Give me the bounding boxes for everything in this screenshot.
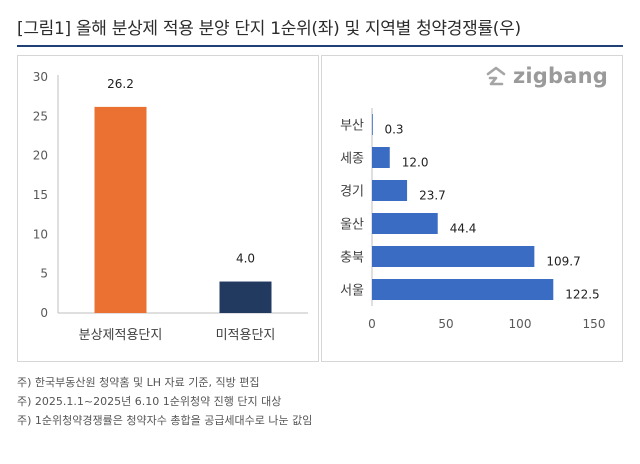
x-tick-label: 150 — [583, 317, 606, 331]
data-label: 26.2 — [107, 77, 134, 91]
y-tick-label: 서울 — [340, 284, 364, 299]
zigbang-logo-icon — [486, 66, 506, 86]
bar — [372, 279, 554, 300]
y-tick-label: 세종 — [340, 152, 364, 167]
y-tick-label: 20 — [33, 149, 48, 163]
watermark-text: zigbang — [512, 64, 608, 88]
data-label: 0.3 — [384, 123, 403, 137]
data-label: 12.0 — [402, 156, 429, 170]
right-bar-chart: 0 50 100 150 부산 0.3 세종 12.0 경기 23.7 울산 44.4 충북 109.7 서… — [340, 108, 606, 331]
left-chart-panel: 0 5 10 15 20 25 30 26.2 분상제적용단지 4.0 미적용단지 — [17, 55, 319, 362]
y-tick-label: 경기 — [340, 185, 364, 200]
left-bar-chart: 0 5 10 15 20 25 30 26.2 분상제적용단지 4.0 미적용단지 — [33, 70, 308, 343]
y-tick-label: 울산 — [340, 218, 364, 233]
data-label: 44.4 — [450, 222, 477, 236]
y-tick-label: 5 — [40, 267, 48, 281]
x-tick-label: 50 — [438, 317, 453, 331]
bar — [372, 114, 373, 135]
title-rule — [17, 45, 623, 47]
y-tick-label: 10 — [33, 227, 48, 241]
footnote: 주) 한국부동산원 청약홈 및 LH 자료 기준, 직방 편집 — [17, 376, 260, 389]
bar — [372, 180, 408, 201]
bar — [94, 106, 147, 313]
y-tick-label: 충북 — [340, 251, 364, 266]
bar — [219, 281, 272, 313]
zigbang-watermark: zigbang — [485, 64, 608, 88]
footnotes: 주) 한국부동산원 청약홈 및 LH 자료 기준, 직방 편집 주) 2025.… — [17, 373, 623, 430]
x-tick-label: 미적용단지 — [216, 328, 276, 343]
x-tick-label: 100 — [509, 317, 532, 331]
data-label: 23.7 — [419, 189, 446, 203]
y-tick-label: 0 — [40, 306, 48, 320]
x-tick-label: 0 — [368, 317, 376, 331]
footnote: 주) 1순위청약경쟁률은 청약자수 총합을 공급세대수로 나눈 값임 — [17, 414, 313, 427]
bar — [372, 213, 438, 234]
bar — [372, 147, 390, 168]
right-chart-panel: zigbang 0 50 100 150 부산 0.3 세종 12.0 경기 23.7 울산 44.4… — [321, 55, 623, 362]
y-tick-label: 15 — [33, 188, 48, 202]
footnote: 주) 2025.1.1~2025년 6.10 1순위청약 진행 단지 대상 — [17, 395, 282, 408]
data-label: 4.0 — [236, 252, 255, 266]
y-tick-label: 부산 — [340, 119, 364, 134]
y-tick-label: 25 — [33, 109, 48, 123]
data-label: 122.5 — [565, 288, 599, 302]
data-label: 109.7 — [546, 255, 580, 269]
y-tick-label: 30 — [33, 70, 48, 84]
bar — [372, 246, 535, 267]
x-tick-label: 분상제적용단지 — [79, 328, 163, 343]
figure-title: [그림1] 올해 분상제 적용 분양 단지 1순위(좌) 및 지역별 청약경쟁률… — [17, 19, 521, 39]
